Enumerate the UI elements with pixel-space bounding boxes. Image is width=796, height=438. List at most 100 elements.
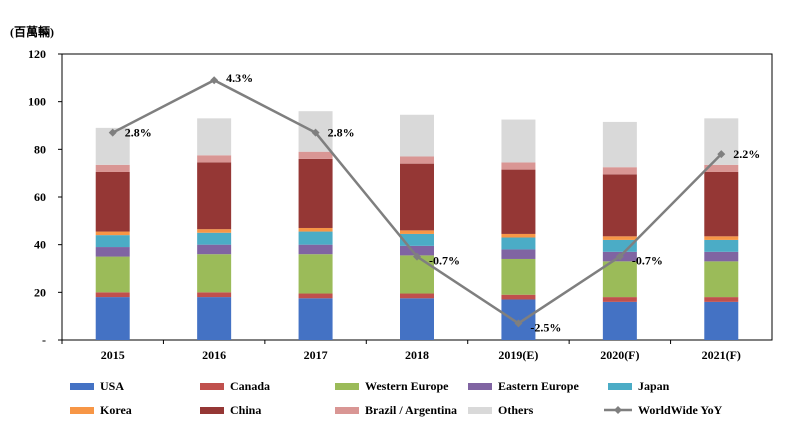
- legend-swatch-brazil-argentina: [335, 407, 359, 414]
- bar-segment-eastern-europe-2016: [197, 244, 232, 255]
- bar-segment-western-europe-2016: [197, 254, 232, 293]
- bar-segment-western-europe-2021f: [704, 261, 739, 298]
- yoy-marker: [717, 150, 726, 159]
- yoy-data-label: 2.8%: [328, 126, 355, 140]
- y-tick-label: 20: [34, 285, 46, 299]
- legend-label-brazil-argentina: Brazil / Argentina: [365, 403, 457, 417]
- bar-segment-korea-2020f: [602, 236, 637, 240]
- bar-segment-eastern-europe-2019e: [501, 249, 536, 259]
- legend-swatch-usa: [70, 383, 94, 390]
- x-tick-label: 2019(E): [498, 348, 538, 362]
- bar-segment-brazil-argentina-2018: [400, 156, 434, 164]
- bar-segment-western-europe-2015: [95, 256, 130, 293]
- bar-segment-others-2020f: [602, 121, 637, 168]
- yoy-marker: [210, 76, 219, 85]
- legend-swatch-canada: [200, 383, 224, 390]
- bar-segment-western-europe-2019e: [501, 258, 536, 295]
- x-tick-label: 2015: [101, 348, 125, 362]
- y-tick-label: 40: [34, 238, 46, 252]
- yoy-data-label: 4.3%: [226, 71, 253, 85]
- bar-segment-japan-2021f: [704, 239, 739, 252]
- bar-segment-china-2016: [197, 162, 232, 230]
- y-tick-label: 60: [34, 190, 46, 204]
- bar-segment-canada-2018: [400, 293, 434, 299]
- bar-segment-western-europe-2020f: [602, 261, 637, 298]
- bar-segment-korea-2015: [95, 231, 130, 236]
- x-tick-label: 2018: [405, 348, 429, 362]
- legend-label-japan: Japan: [638, 379, 670, 393]
- bar-segment-china-2015: [95, 171, 130, 232]
- yoy-marker: [413, 252, 421, 261]
- bar-segment-japan-2019e: [501, 237, 536, 250]
- bar-segment-japan-2016: [197, 232, 232, 245]
- bar-segment-usa-2021f: [704, 301, 739, 340]
- yoy-data-label: 2.2%: [733, 147, 760, 161]
- bar-segment-usa-2016: [197, 297, 232, 340]
- legend-swatch-others: [468, 407, 492, 414]
- bar-segment-usa-2017: [298, 298, 333, 340]
- bar-segment-canada-2019e: [501, 294, 536, 300]
- bar-segment-usa-2018: [400, 298, 434, 340]
- bar-segment-canada-2015: [95, 292, 130, 298]
- unit-label: (百萬輛): [10, 24, 54, 39]
- bar-segment-korea-2018: [400, 230, 434, 234]
- yoy-data-label: -0.7%: [632, 254, 663, 268]
- legend-swatch-japan: [608, 383, 632, 390]
- bar-segment-western-europe-2018: [400, 255, 434, 294]
- yoy-data-label: 2.8%: [125, 126, 152, 140]
- legend-swatch-eastern-europe: [468, 383, 492, 390]
- yoy-line-layer: 2.8% 4.3% 2.8% -0.7% -2.5% -0.7% 2.2%: [108, 71, 760, 334]
- bar-segment-brazil-argentina-2019e: [501, 162, 536, 170]
- x-tick-label: 2016: [202, 348, 226, 362]
- bar-segment-canada-2016: [197, 292, 232, 298]
- bar-segment-brazil-argentina-2021f: [704, 164, 739, 172]
- bar-segment-china-2020f: [602, 174, 637, 237]
- y-tick-label: 100: [28, 95, 46, 109]
- y-tick-label: 120: [28, 47, 46, 61]
- bar-segment-china-2018: [400, 163, 434, 231]
- y-axis: - 20 40 60 80 100 120: [28, 47, 62, 347]
- bar-segment-canada-2020f: [602, 297, 637, 302]
- x-tick-label: 2021(F): [702, 348, 741, 362]
- legend-label-worldwide-yoy: WorldWide YoY: [638, 403, 723, 417]
- bar-segment-eastern-europe-2015: [95, 247, 130, 257]
- bar-segment-others-2019e: [501, 119, 536, 163]
- bar-segment-canada-2017: [298, 293, 333, 299]
- bar-segment-usa-2015: [95, 297, 130, 340]
- bar-segment-western-europe-2017: [298, 254, 333, 294]
- bar-segment-others-2018: [400, 114, 434, 157]
- bar-segment-eastern-europe-2017: [298, 244, 333, 255]
- bar-segment-japan-2018: [400, 233, 434, 246]
- legend-label-canada: Canada: [230, 379, 270, 393]
- bar-segment-others-2016: [197, 118, 232, 156]
- bar-segment-brazil-argentina-2020f: [602, 167, 637, 175]
- bar-segment-korea-2019e: [501, 233, 536, 238]
- bar-segment-eastern-europe-2021f: [704, 251, 739, 262]
- bar-segment-china-2017: [298, 158, 333, 228]
- x-axis: 2015 2016 2017 2018 2019(E) 2020(F) 2021(F): [61, 340, 741, 362]
- y-tick-label: 80: [34, 142, 46, 156]
- legend-swatch-china: [200, 407, 224, 414]
- legend-swatch-western-europe: [335, 383, 359, 390]
- bar-segment-china-2021f: [704, 171, 739, 237]
- bar-segment-brazil-argentina-2017: [298, 151, 333, 159]
- x-tick-label: 2017: [304, 348, 328, 362]
- bar-segment-japan-2020f: [602, 239, 637, 252]
- bars-layer: [95, 111, 739, 340]
- legend-label-eastern-europe: Eastern Europe: [498, 379, 579, 393]
- bar-segment-japan-2015: [95, 235, 130, 248]
- bar-segment-eastern-europe-2018: [400, 245, 434, 256]
- yoy-data-label: -2.5%: [530, 320, 561, 334]
- legend-label-others: Others: [498, 403, 534, 417]
- yoy-data-label: -0.7%: [429, 254, 460, 268]
- legend: USA Canada Western Europe Eastern Europe Jap…: [70, 379, 723, 417]
- bar-segment-usa-2020f: [602, 301, 637, 340]
- bar-segment-canada-2021f: [704, 297, 739, 302]
- yoy-marker: [311, 128, 320, 137]
- x-tick-label: 2020(F): [600, 348, 639, 362]
- yoy-marker: [615, 252, 624, 261]
- bar-segment-korea-2017: [298, 227, 333, 232]
- legend-label-western-europe: Western Europe: [365, 379, 449, 393]
